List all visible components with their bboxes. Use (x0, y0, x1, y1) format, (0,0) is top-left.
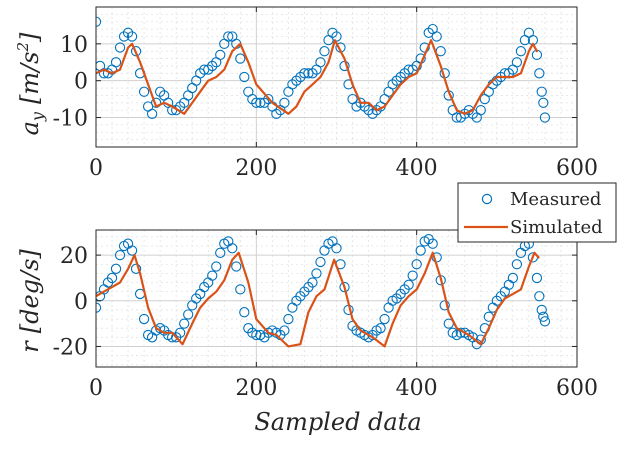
bottom-measured-point (379, 313, 390, 325)
bottom-measured-point (407, 270, 418, 281)
bottom-measured-point (279, 325, 290, 336)
bottom-measured-point (251, 329, 262, 341)
top-measured-point (223, 31, 234, 42)
top-measured-point (110, 57, 122, 68)
bottom-measured-point (415, 245, 426, 256)
top-simulated-line (96, 39, 539, 115)
bottom-axis-box (95, 229, 578, 368)
bottom-measured-point (538, 311, 549, 322)
bottom-x-tick-label: 600 (556, 376, 598, 401)
top-x-tick-label: 200 (235, 156, 277, 181)
top-measured-point (475, 105, 486, 116)
top-measured-point (138, 86, 150, 97)
bottom-measured-point (235, 284, 246, 295)
legend-label-measured: Measured (510, 189, 601, 210)
top-measured-point (235, 53, 246, 64)
top-measured-point (279, 97, 290, 108)
bottom-measured-point (239, 307, 250, 318)
bottom-measured-point (539, 316, 551, 327)
bottom-measured-point (110, 263, 122, 274)
bottom-x-tick-label: 0 (89, 376, 103, 401)
bottom-y-tick-label: 20 (60, 244, 88, 269)
top-measured-point (239, 71, 250, 83)
y-axis-label-top: ay[m/s2] (14, 32, 47, 135)
top-measured-point (146, 108, 158, 119)
bottom-measured-point (439, 300, 450, 311)
legend-box (457, 182, 617, 243)
bottom-measured-point (507, 272, 519, 284)
top-measured-point (539, 112, 551, 123)
bottom-measured-point (403, 279, 414, 290)
top-y-tick-label: 10 (60, 33, 88, 58)
bottom-measured-point (175, 327, 186, 338)
bottom-measured-point (531, 272, 543, 284)
top-measured-point (534, 68, 545, 79)
top-measured-point (536, 86, 547, 97)
bottom-measured-point (215, 247, 226, 258)
top-measured-point (130, 46, 142, 57)
bottom-measured-point (511, 259, 523, 270)
top-measured-point (315, 57, 326, 68)
bottom-measured-point (427, 238, 438, 249)
bottom-measured-point (331, 243, 342, 254)
bottom-measured-point (534, 291, 545, 302)
bottom-measured-point (315, 256, 326, 268)
top-series-group (96, 16, 551, 123)
top-measured-point (215, 49, 226, 61)
bottom-measured-point (283, 313, 294, 325)
top-measured-point (299, 68, 310, 79)
bottom-x-tick-label: 400 (396, 376, 438, 401)
top-measured-point (419, 42, 430, 53)
legend-marker-measured (481, 193, 493, 205)
top-x-tick-label: 0 (89, 156, 103, 181)
top-axis-box (95, 6, 578, 148)
top-x-tick-label: 600 (556, 156, 598, 181)
bottom-simulated-line (96, 251, 540, 348)
bottom-measured-point (211, 261, 222, 272)
bottom-y-tick-label: -20 (53, 335, 88, 360)
bottom-y-tick-label: 0 (74, 290, 88, 315)
bottom-measured-point (375, 323, 386, 334)
bottom-measured-point (114, 249, 126, 261)
bottom-measured-point (411, 259, 422, 270)
bottom-measured-point (179, 318, 190, 329)
bottom-measured-point (138, 313, 150, 325)
bottom-measured-point (536, 304, 547, 316)
top-x-tick-label: 400 (396, 156, 438, 181)
top-measured-point (319, 46, 330, 57)
x-axis-label: Sampled data (254, 408, 421, 436)
bottom-measured-point (227, 243, 238, 254)
top-measured-point (251, 97, 262, 108)
bottom-x-tick-label: 200 (235, 376, 277, 401)
bottom-measured-point (307, 277, 318, 288)
top-measured-point (431, 31, 442, 42)
bottom-measured-point (126, 245, 138, 256)
bottom-measured-point (106, 272, 118, 284)
top-measured-point (114, 42, 126, 53)
top-y-tick-label: -10 (53, 107, 88, 132)
bottom-measured-point (231, 261, 242, 272)
top-measured-point (126, 31, 138, 42)
top-y-tick-label: 0 (74, 70, 88, 95)
legend-label-simulated: Simulated (510, 217, 603, 238)
bottom-measured-point (130, 263, 142, 274)
top-measured-point (511, 57, 523, 68)
bottom-series-group (96, 233, 551, 350)
top-measured-point (515, 46, 527, 57)
legend: Measured Simulated (457, 182, 617, 243)
bottom-measured-point (311, 268, 322, 279)
bottom-measured-point (207, 270, 218, 281)
bottom-measured-point (183, 309, 194, 320)
top-measured-point (538, 97, 549, 108)
y-axis-label-bottom: r[deg/s] (16, 249, 44, 353)
